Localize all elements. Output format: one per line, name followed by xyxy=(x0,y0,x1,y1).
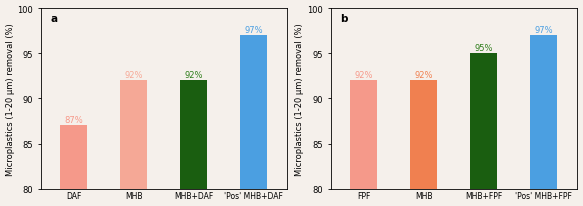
Y-axis label: Microplastics (1-20 μm) removal (%): Microplastics (1-20 μm) removal (%) xyxy=(296,23,304,175)
Text: 92%: 92% xyxy=(354,71,373,80)
Y-axis label: Microplastics (1-20 μm) removal (%): Microplastics (1-20 μm) removal (%) xyxy=(6,23,15,175)
Text: 92%: 92% xyxy=(184,71,203,80)
Text: 97%: 97% xyxy=(244,26,263,35)
Bar xyxy=(470,54,497,189)
Bar xyxy=(240,36,267,189)
Text: 95%: 95% xyxy=(475,44,493,53)
Bar xyxy=(530,36,557,189)
Bar xyxy=(120,81,147,189)
Text: 87%: 87% xyxy=(64,116,83,124)
Bar xyxy=(60,126,87,189)
Text: 92%: 92% xyxy=(124,71,143,80)
Text: b: b xyxy=(340,14,348,24)
Text: 92%: 92% xyxy=(415,71,433,80)
Text: 97%: 97% xyxy=(534,26,553,35)
Bar xyxy=(180,81,207,189)
Bar xyxy=(410,81,437,189)
Bar xyxy=(350,81,377,189)
Text: a: a xyxy=(51,14,58,24)
